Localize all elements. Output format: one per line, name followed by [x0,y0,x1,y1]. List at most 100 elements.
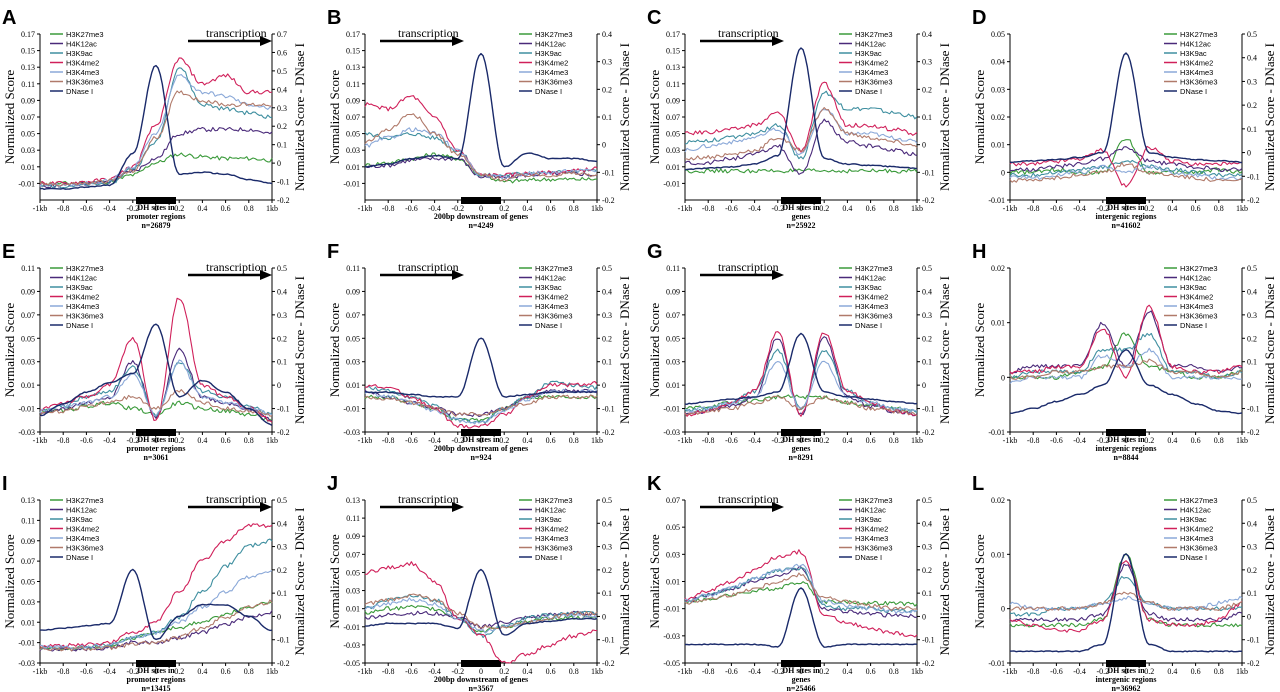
x-tick-label: 1kb [591,667,603,676]
legend-label: H3K9ac [66,49,93,58]
x-tick-label: -0.2 [771,436,784,445]
right-tick-label: -0.2 [277,659,290,668]
right-tick-label: -0.1 [602,636,615,645]
right-tick-label: -0.2 [922,428,935,437]
x-tick-label: 0.4 [197,667,207,676]
legend-label: H4K12ac [855,40,886,49]
left-tick-label: 0.03 [666,550,680,559]
right-tick-label: 0 [922,381,926,390]
x-tick-label: 0.4 [522,667,532,676]
transcription-arrow-head [452,270,464,280]
right-tick-label: 0.3 [602,58,612,67]
legend-label: H3K4me3 [1180,534,1213,543]
legend-label: H3K36me3 [66,78,104,87]
x-tick-label: 0.4 [842,436,852,445]
x-tick-label: -0.6 [80,667,93,676]
left-tick-label: 0.17 [666,30,680,39]
legend-label: H3K36me3 [1180,312,1218,321]
x-tick-label: 0.4 [1167,204,1177,213]
right-tick-label: -0.2 [277,428,290,437]
right-tick-label: -0.2 [277,196,290,205]
x-tick-label: 0.2 [819,204,829,213]
left-tick-label: 0.13 [21,496,35,505]
right-tick-label: -0.1 [277,178,290,187]
right-tick-label: 0.3 [602,543,612,552]
left-tick-label: 0.09 [346,532,360,541]
legend-label: H3K4me3 [535,68,568,77]
legend-label: H3K9ac [535,49,562,58]
right-tick-label: 0.3 [1247,543,1257,552]
y-axis-label: Normalized Score [327,70,342,164]
y-axis-label-right: Normalized Score - DNase I [292,43,307,191]
left-tick-label: 0.01 [346,381,360,390]
y-axis-label: Normalized Score [972,534,987,628]
x-tick-label: -0.4 [748,204,761,213]
x-tick-label: -1kb [358,204,373,213]
legend-label: H3K4me3 [535,302,568,311]
legend-label: H4K12ac [1180,40,1211,49]
x-tick-label: 0.2 [1144,204,1154,213]
x-tick-label: 0.2 [174,204,184,213]
left-tick-label: -0.01 [343,179,360,188]
series-line [1009,159,1243,178]
right-tick-label: 0.2 [277,334,287,343]
dh-site-bar [461,429,501,436]
x-tick-label: 0.6 [1191,667,1201,676]
series-line [364,561,598,664]
series-line [684,109,918,156]
x-label-line2: promoter regions [127,675,186,684]
right-tick-label: 0.1 [1247,589,1257,598]
x-tick-label: 0.6 [1191,436,1201,445]
series-line [1009,595,1243,612]
x-tick-label: -0.4 [1073,667,1086,676]
right-tick-label: 0.2 [1247,566,1257,575]
x-tick-label: -0.2 [451,436,464,445]
legend-label: H3K4me3 [66,68,99,77]
transcription-label: transcription [398,492,459,506]
x-tick-label: 1kb [591,436,603,445]
right-tick-label: 0.4 [1247,54,1257,63]
panel-letter: K [647,473,662,495]
left-tick-label: -0.01 [18,639,35,648]
left-tick-label: 0.05 [991,30,1005,39]
legend-label: H3K27me3 [1180,496,1218,505]
left-tick-label: 0 [1001,605,1005,614]
right-tick-label: 0.5 [1247,264,1257,273]
y-axis-label-right: Normalized Score - DNase I [937,276,952,424]
x-tick-label: 0 [799,436,803,445]
legend-label: H3K9ac [1180,283,1207,292]
x-label-line1: DH sites in [137,203,175,212]
right-tick-label: -0.1 [277,405,290,414]
left-tick-label: 0.01 [991,550,1005,559]
series-line [684,107,918,161]
x-label-line1: DH sites in [1107,435,1145,444]
legend-label: H3K36me3 [855,544,893,553]
legend-label: H3K4me3 [1180,68,1213,77]
x-tick-label: -0.2 [126,436,139,445]
legend-label: H3K27me3 [535,264,573,273]
series-line [364,593,598,630]
y-axis-label: Normalized Score [972,303,987,397]
legend-label: H3K9ac [855,49,882,58]
right-tick-label: 0.1 [922,113,932,122]
right-tick-label: 0 [1247,149,1251,158]
legend-label: H4K12ac [855,274,886,283]
left-tick-label: 0.01 [346,605,360,614]
legend-label: H3K4me2 [66,293,99,302]
y-axis-label-right: Normalized Score - DNase I [617,276,632,424]
x-tick-label: 0.8 [244,436,254,445]
left-tick-label: 0.07 [21,113,35,122]
panel-letter: E [2,241,15,263]
series-line [364,113,598,182]
x-tick-label: 0.2 [174,436,184,445]
x-tick-label: -0.2 [771,204,784,213]
right-tick-label: -0.1 [1247,405,1260,414]
left-tick-label: -0.01 [343,405,360,414]
right-tick-label: 0.1 [277,358,287,367]
series-line [364,152,598,184]
dh-site-bar [1106,197,1146,204]
dh-site-bar [1106,429,1146,436]
series-line [1009,162,1243,183]
left-tick-label: -0.01 [663,179,680,188]
left-tick-label: 0.05 [346,334,360,343]
